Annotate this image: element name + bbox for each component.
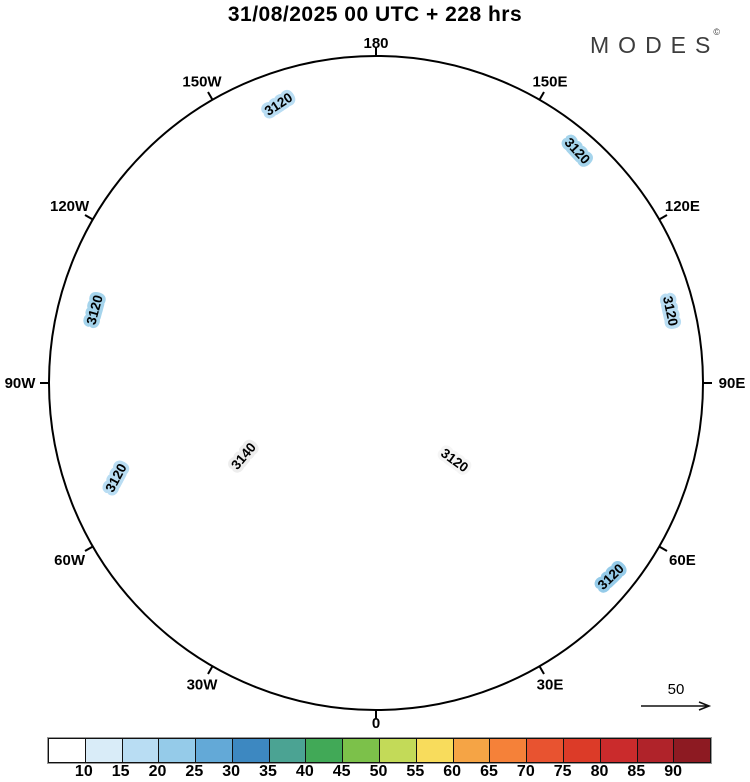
meridian-label: 180 <box>363 35 388 52</box>
contour-label: 3120 <box>84 293 106 326</box>
colorbar-tick-label: 10 <box>74 763 93 780</box>
meridian-tick <box>538 91 545 101</box>
contour-label: 3120 <box>262 90 295 119</box>
colorbar-cell <box>269 738 307 763</box>
colorbar-tick-label: 15 <box>111 763 130 780</box>
colorbar-tick-label: 60 <box>443 763 462 780</box>
colorbar-cell <box>600 738 638 763</box>
meridian-tick <box>207 665 214 675</box>
colorbar-cell <box>196 738 233 763</box>
meridian-label: 90W <box>5 375 37 392</box>
reference-arrow: 50 <box>641 681 712 711</box>
colorbar-cell <box>563 738 601 763</box>
page-title: 31/08/2025 00 UTC + 228 hrs <box>227 3 523 26</box>
reference-arrow-label: 50 <box>668 681 685 698</box>
colorbar-tick-label: 85 <box>627 763 646 780</box>
meridian-tick <box>658 214 668 221</box>
reference-arrow-glyph <box>641 701 712 711</box>
contour-label: 3140 <box>228 440 259 473</box>
colorbar-cell <box>380 738 417 763</box>
meridian-label: 30W <box>187 676 219 693</box>
modes-logo-text: MODES <box>590 32 720 58</box>
colorbar-tick-label: 40 <box>295 763 314 780</box>
copyright-mark: © <box>713 27 720 38</box>
polar-map: 180150E120E90E60E30E030W60W90W120W150W31… <box>5 35 746 732</box>
meridian-label: 0 <box>372 715 380 732</box>
contour-label: 3120 <box>660 295 681 328</box>
colorbar-cell <box>490 738 528 763</box>
colorbar-tick-label: 65 <box>480 763 498 780</box>
colorbar-tick-label: 75 <box>553 763 572 780</box>
meridian-label: 120W <box>50 198 90 215</box>
meridian-label: 90E <box>719 375 746 392</box>
contour-label: 3120 <box>595 561 627 593</box>
meridian-label: 150W <box>182 74 222 91</box>
meridian-label: 60W <box>54 552 86 569</box>
meridian-label: 120E <box>665 198 700 215</box>
colorbar-cell <box>159 738 197 763</box>
colorbar-tick-label: 25 <box>185 763 204 780</box>
colorbar-cell <box>453 738 491 763</box>
contour-labels: 3120 3120 3120 3120 3120 3120 3140 3120 <box>80 86 684 596</box>
colorbar-cell <box>85 738 123 763</box>
colorbar-tick-label: 35 <box>259 763 277 780</box>
colorbar-cell <box>306 738 344 763</box>
meridian-tick <box>538 665 545 675</box>
colorbar-cell <box>343 738 381 763</box>
meridian-tick <box>658 545 668 552</box>
colorbar-cell <box>527 738 564 763</box>
meridian-label: 60E <box>669 552 696 569</box>
map-rim <box>40 47 712 719</box>
colorbar-tick-label: 50 <box>369 763 388 780</box>
modes-logo: MODES© <box>590 27 726 59</box>
colorbar <box>47 737 712 764</box>
colorbar-cell <box>416 738 454 763</box>
colorbar-tick-label: 30 <box>222 763 241 780</box>
colorbar-cell <box>674 738 712 763</box>
meridian-tick <box>207 91 214 101</box>
meridian-label: 150E <box>532 74 567 91</box>
colorbar-tick-label: 80 <box>590 763 609 780</box>
colorbar-tick-label: 20 <box>148 763 167 780</box>
meridian-label: 30E <box>537 676 564 693</box>
colorbar-tick-label: 55 <box>406 763 425 780</box>
contour-label: 3120 <box>562 135 593 167</box>
map-boundary <box>48 55 704 711</box>
colorbar-tick-label: 70 <box>516 763 535 780</box>
meridian-tick <box>84 214 94 221</box>
colorbar-cell <box>637 738 675 763</box>
meridian-tick <box>84 545 94 552</box>
colorbar-tick-labels: 10 15 20 25 30 35 40 45 50 55 60 65 70 75 80 85 90 <box>47 763 710 782</box>
colorbar-cell <box>122 738 160 763</box>
contour-label: 3120 <box>102 461 129 495</box>
colorbar-tick-label: 90 <box>664 763 683 780</box>
meridian-labels: 180 150E 120E 90E 60E 30E 0 30W 60W 90W 120W 150W <box>5 35 746 732</box>
colorbar-cell <box>48 738 86 763</box>
colorbar-tick-label: 45 <box>332 763 351 780</box>
contour-label: 3120 <box>438 445 471 475</box>
colorbar-cell <box>232 738 270 763</box>
